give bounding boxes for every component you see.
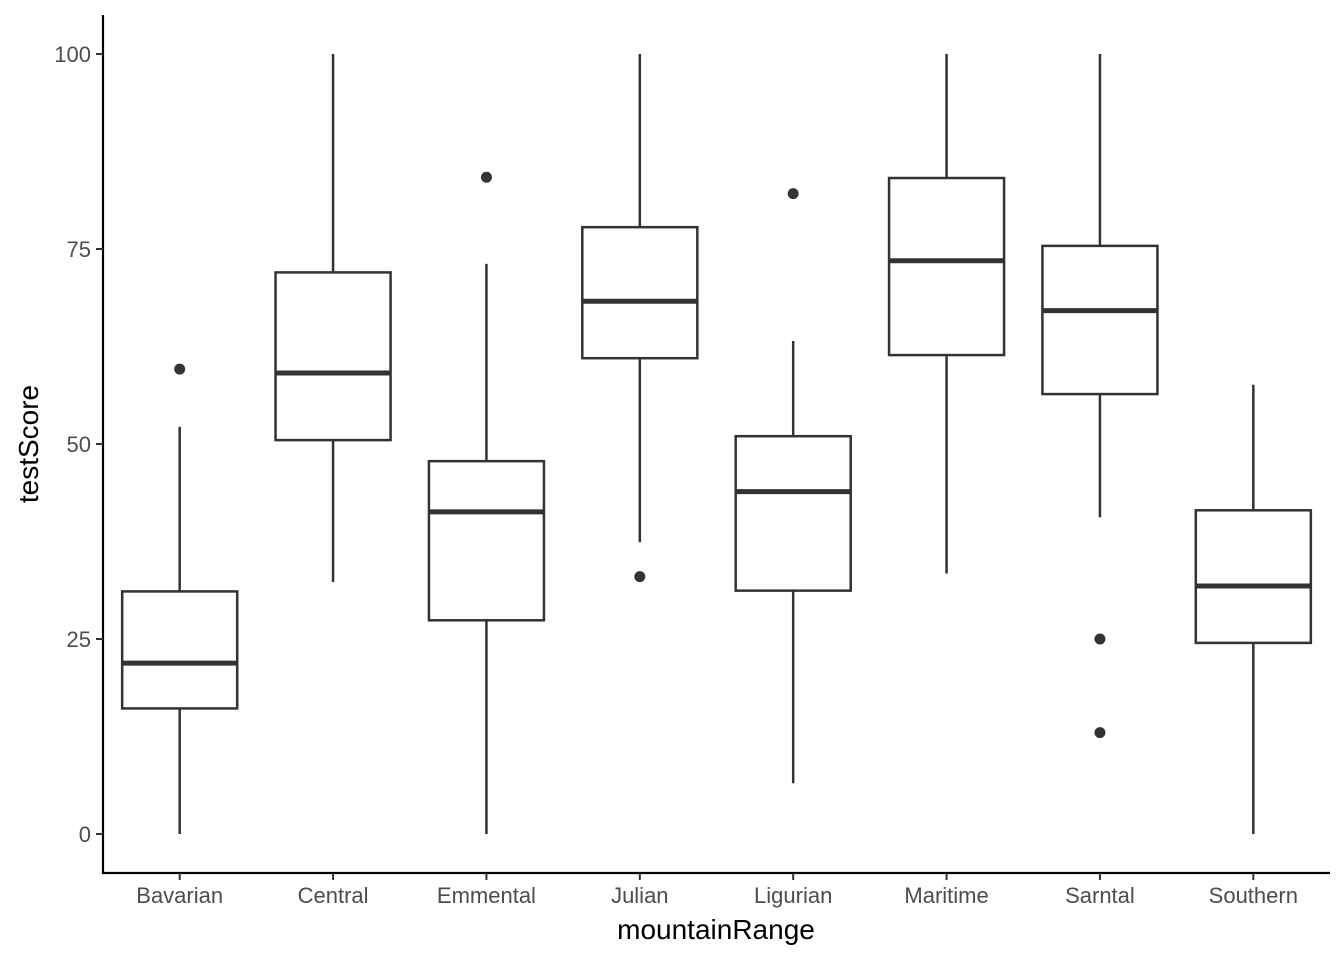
y-axis-title: testScore bbox=[13, 385, 44, 503]
x-tick-label: Julian bbox=[611, 883, 668, 908]
iqr-box bbox=[427, 459, 546, 622]
box-bavarian bbox=[120, 363, 239, 834]
outlier-point bbox=[787, 188, 799, 200]
iqr-box bbox=[274, 271, 392, 442]
x-axis-title: mountainRange bbox=[617, 914, 815, 945]
x-tick-label: Emmental bbox=[437, 883, 536, 908]
x-tick-label: Southern bbox=[1209, 883, 1298, 908]
box-julian bbox=[581, 54, 699, 583]
x-tick-label: Maritime bbox=[904, 883, 988, 908]
x-tick-label: Ligurian bbox=[754, 883, 832, 908]
y-tick-label: 75 bbox=[67, 237, 91, 262]
box-emmental bbox=[427, 171, 546, 834]
x-tick-label: Sarntal bbox=[1065, 883, 1135, 908]
x-axis-ticks: Bavarian Central Emmental Julian Ligurian Mar… bbox=[136, 873, 1298, 908]
box-maritime bbox=[887, 54, 1006, 574]
box-sarntal bbox=[1041, 54, 1159, 739]
iqr-box bbox=[120, 590, 239, 710]
box-southern bbox=[1194, 384, 1313, 834]
iqr-box bbox=[581, 225, 699, 360]
iqr-box bbox=[887, 176, 1006, 357]
outlier-point bbox=[634, 571, 646, 583]
iqr-box bbox=[734, 434, 852, 592]
outlier-point bbox=[174, 363, 186, 375]
plot-area bbox=[120, 54, 1313, 834]
iqr-box bbox=[1041, 244, 1159, 396]
outlier-point bbox=[480, 171, 492, 183]
iqr-box bbox=[1194, 509, 1313, 645]
y-axis-ticks: 0 25 50 75 100 bbox=[54, 42, 103, 847]
x-tick-label: Central bbox=[298, 883, 369, 908]
y-tick-label: 50 bbox=[67, 432, 91, 457]
box-ligurian bbox=[734, 188, 852, 784]
y-tick-label: 100 bbox=[54, 42, 91, 67]
outlier-point bbox=[1094, 727, 1106, 739]
y-tick-label: 0 bbox=[79, 822, 91, 847]
box-central bbox=[274, 54, 392, 583]
outlier-point bbox=[1094, 633, 1106, 645]
x-tick-label: Bavarian bbox=[136, 883, 223, 908]
y-tick-label: 25 bbox=[67, 627, 91, 652]
